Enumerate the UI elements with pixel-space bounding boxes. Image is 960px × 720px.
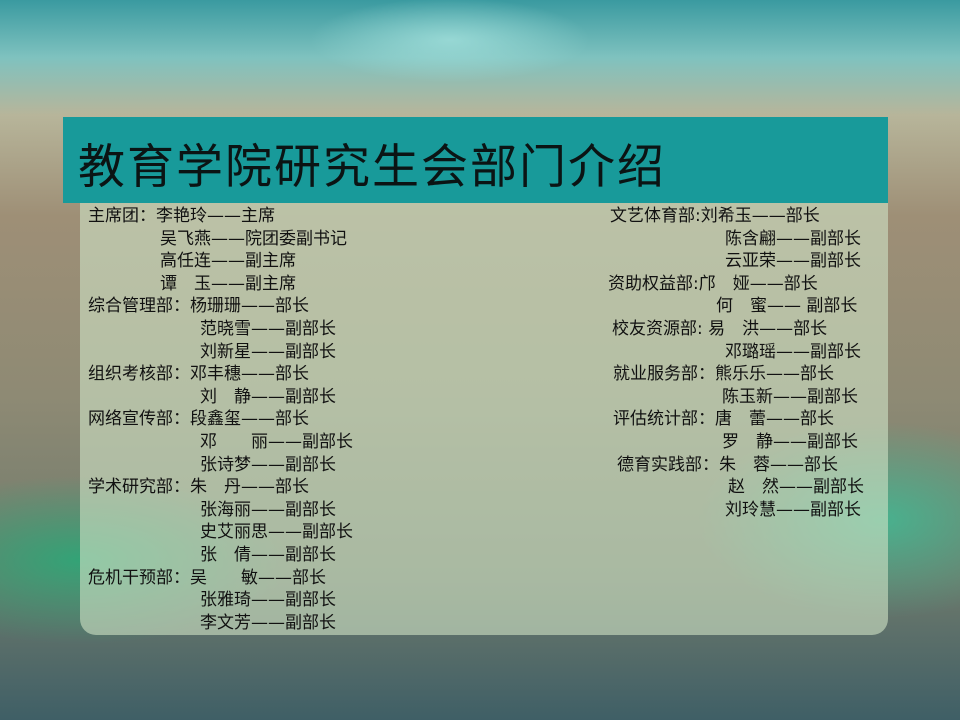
right-member-line: 罗 静——副部长 <box>722 432 858 452</box>
right-member-line: 校友资源部: 易 洪——部长 <box>612 319 828 339</box>
right-member-line: 赵 然——副部长 <box>728 477 864 498</box>
right-member-line: 就业服务部：熊乐乐——部长 <box>613 364 834 385</box>
left-member-line: 危机干预部：吴 敏——部长 <box>88 567 326 588</box>
right-member-line: 资助权益部:邝 娅——部长 <box>608 273 818 294</box>
left-member-line: 刘 静——副部长 <box>200 386 336 407</box>
left-member-line: 张雅琦——副部长 <box>200 590 336 611</box>
left-member-line: 范晓雪——副部长 <box>200 319 336 339</box>
title-banner <box>63 117 888 203</box>
right-member-line: 邓璐瑶——副部长 <box>725 341 861 362</box>
right-member-line: 陈含翩——副部长 <box>725 228 861 249</box>
left-member-line: 张 倩——副部长 <box>200 545 336 565</box>
right-member-line: 德育实践部：朱 蓉——部长 <box>617 454 838 475</box>
right-member-line: 云亚荣——副部长 <box>725 251 861 272</box>
content-panel <box>80 203 888 635</box>
left-member-line: 史艾丽思——副部长 <box>200 522 353 543</box>
right-member-line: 评估统计部：唐 蕾——部长 <box>613 409 834 430</box>
left-member-line: 李文芳——副部长 <box>200 612 336 633</box>
slide-title: 教育学院研究生会部门介绍 <box>78 140 666 195</box>
left-member-line: 张海丽——副部长 <box>200 499 336 520</box>
left-member-line: 网络宣传部：段鑫玺——部长 <box>88 409 309 430</box>
right-member-line: 刘玲慧——副部长 <box>725 499 861 520</box>
left-member-line: 综合管理部：杨珊珊——部长 <box>88 296 309 317</box>
left-member-line: 学术研究部：朱 丹——部长 <box>88 477 309 498</box>
left-member-line: 邓 丽——副部长 <box>200 432 353 452</box>
left-member-line: 谭 玉——副主席 <box>160 273 296 294</box>
right-member-line: 何 蜜—— 副部长 <box>716 296 858 317</box>
left-member-line: 刘新星——副部长 <box>200 341 336 362</box>
left-member-line: 组织考核部：邓丰穗——部长 <box>88 364 309 385</box>
left-member-line: 高任连——副主席 <box>160 251 296 272</box>
right-member-line: 陈玉新——副部长 <box>722 386 858 407</box>
left-member-line: 主席团：李艳玲——主席 <box>88 206 275 226</box>
left-member-line: 张诗梦——副部长 <box>200 454 336 475</box>
right-member-line: 文艺体育部:刘希玉——部长 <box>610 206 820 226</box>
left-member-line: 吴飞燕——院团委副书记 <box>160 228 347 249</box>
